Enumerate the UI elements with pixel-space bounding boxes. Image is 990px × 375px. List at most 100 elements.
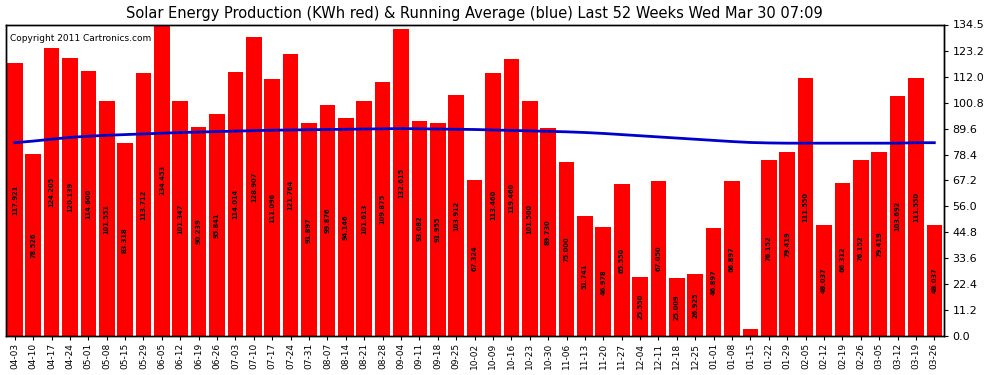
Text: 114.600: 114.600 (85, 188, 91, 219)
Text: 113.712: 113.712 (141, 189, 147, 220)
Text: 26.925: 26.925 (692, 292, 698, 318)
Text: 79.419: 79.419 (876, 231, 882, 257)
Bar (209, 114, 225, 336)
Text: 128.907: 128.907 (250, 172, 256, 202)
Text: 83.318: 83.318 (122, 227, 128, 252)
Bar (595, 227, 611, 336)
Bar (742, 329, 758, 336)
Text: Copyright 2011 Cartronics.com: Copyright 2011 Cartronics.com (10, 34, 151, 43)
Bar (577, 216, 593, 336)
Bar (558, 162, 574, 336)
Bar (7, 63, 23, 336)
Text: 101.551: 101.551 (104, 204, 110, 234)
Bar (338, 118, 353, 336)
Bar (301, 123, 317, 336)
Bar (835, 183, 850, 336)
Bar (283, 54, 298, 336)
Bar (687, 274, 703, 336)
Text: 111.096: 111.096 (269, 192, 275, 223)
Text: 93.082: 93.082 (417, 216, 423, 241)
Text: 117.921: 117.921 (12, 184, 18, 215)
Bar (614, 184, 630, 336)
Bar (172, 101, 188, 336)
Text: 67.050: 67.050 (655, 246, 661, 271)
Bar (669, 278, 685, 336)
Text: 46.897: 46.897 (711, 269, 717, 295)
Text: 51.741: 51.741 (582, 264, 588, 289)
Text: 94.146: 94.146 (343, 214, 348, 240)
Bar (62, 58, 78, 336)
Text: 66.312: 66.312 (840, 247, 845, 272)
Text: 101.500: 101.500 (527, 204, 533, 234)
Text: 132.615: 132.615 (398, 168, 404, 198)
Bar (154, 25, 169, 336)
Text: 75.000: 75.000 (563, 237, 569, 262)
Bar (650, 181, 666, 336)
Bar (26, 154, 41, 336)
Bar (44, 48, 59, 336)
Text: 76.152: 76.152 (857, 235, 864, 261)
Text: 79.419: 79.419 (784, 231, 790, 257)
Text: 111.550: 111.550 (913, 192, 919, 222)
Text: 113.460: 113.460 (490, 190, 496, 220)
Bar (375, 82, 390, 336)
Bar (99, 101, 115, 336)
Bar (448, 95, 464, 336)
Bar (136, 73, 151, 336)
Bar (871, 152, 887, 336)
Bar (761, 160, 776, 336)
Text: 114.014: 114.014 (233, 189, 239, 219)
Bar (522, 101, 538, 336)
Text: 65.550: 65.550 (619, 248, 625, 273)
Text: 134.453: 134.453 (158, 165, 165, 195)
Text: 101.347: 101.347 (177, 204, 183, 234)
Bar (466, 180, 482, 336)
Bar (247, 38, 261, 336)
Bar (908, 78, 924, 336)
Text: 90.239: 90.239 (196, 219, 202, 245)
Text: 99.876: 99.876 (325, 208, 331, 233)
Text: 121.764: 121.764 (288, 180, 294, 210)
Text: 46.978: 46.978 (600, 269, 606, 295)
Bar (779, 152, 795, 336)
Text: 111.550: 111.550 (803, 192, 809, 222)
Bar (117, 143, 133, 336)
Bar (633, 277, 647, 336)
Bar (504, 59, 519, 336)
Text: 91.955: 91.955 (435, 217, 441, 242)
Text: 78.526: 78.526 (30, 232, 37, 258)
Bar (228, 72, 244, 336)
Bar (798, 78, 814, 336)
Bar (80, 70, 96, 336)
Bar (264, 79, 280, 336)
Bar (485, 73, 501, 336)
Text: 101.613: 101.613 (361, 203, 367, 234)
Bar (706, 228, 722, 336)
Bar (356, 101, 372, 336)
Text: 67.324: 67.324 (471, 245, 477, 271)
Bar (541, 128, 556, 336)
Text: 103.692: 103.692 (895, 201, 901, 231)
Bar (412, 120, 428, 336)
Bar (320, 105, 336, 336)
Text: 89.730: 89.730 (545, 219, 551, 245)
Text: 48.037: 48.037 (932, 268, 938, 293)
Bar (725, 181, 740, 336)
Title: Solar Energy Production (KWh red) & Running Average (blue) Last 52 Weeks Wed Mar: Solar Energy Production (KWh red) & Runn… (126, 6, 823, 21)
Bar (853, 160, 868, 336)
Text: 76.152: 76.152 (766, 235, 772, 261)
Text: 103.912: 103.912 (453, 201, 459, 231)
Text: 91.897: 91.897 (306, 217, 312, 243)
Text: 119.460: 119.460 (508, 183, 515, 213)
Text: 48.037: 48.037 (821, 268, 827, 293)
Text: 124.205: 124.205 (49, 177, 54, 207)
Bar (927, 225, 942, 336)
Bar (890, 96, 906, 336)
Text: 109.875: 109.875 (379, 194, 385, 224)
Bar (430, 123, 446, 336)
Bar (191, 127, 207, 336)
Text: 66.897: 66.897 (729, 246, 735, 272)
Bar (393, 29, 409, 336)
Text: 95.841: 95.841 (214, 212, 220, 238)
Bar (816, 225, 832, 336)
